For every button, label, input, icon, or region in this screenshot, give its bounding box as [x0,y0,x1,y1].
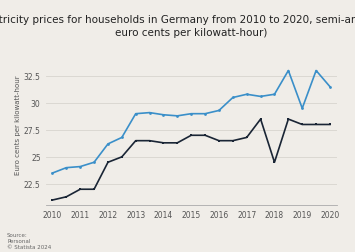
Y-axis label: Euro cents per kilowatt-hour: Euro cents per kilowatt-hour [15,75,21,175]
Title: Electricity prices for households in Germany from 2010 to 2020, semi-annually (i: Electricity prices for households in Ger… [0,15,355,38]
Text: Source:
Personal
© Statista 2024: Source: Personal © Statista 2024 [7,232,51,249]
